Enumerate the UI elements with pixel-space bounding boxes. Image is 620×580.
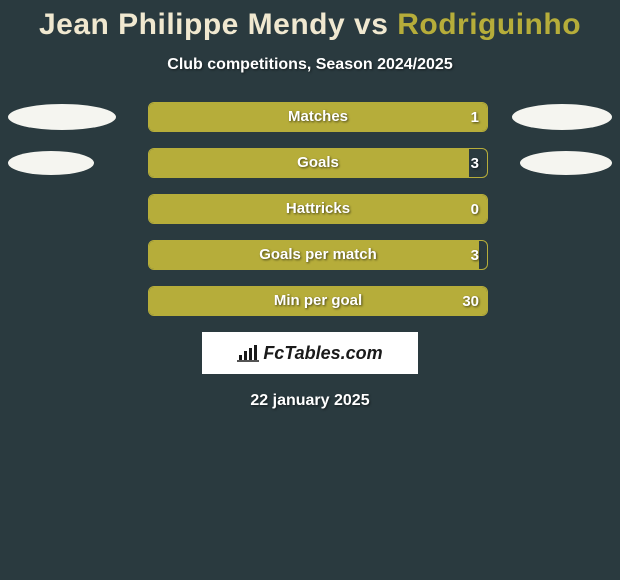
bar-track: 30 [148,286,488,316]
stat-row: 3Goals [8,148,612,178]
bar-track: 3 [148,148,488,178]
bar-track: 3 [148,240,488,270]
stat-row: 1Matches [8,102,612,132]
player2-name: Rodriguinho [397,8,581,41]
bar-track: 0 [148,194,488,224]
stat-row: 3Goals per match [8,240,612,270]
stat-row: 30Min per goal [8,286,612,316]
brand-box: FcTables.com [202,332,418,374]
player2-ellipse [512,104,612,130]
brand-text: FcTables.com [263,343,382,364]
player2-ellipse [520,151,612,175]
comparison-title: Jean Philippe Mendy vs Rodriguinho [0,0,620,42]
player1-name: Jean Philippe Mendy [39,8,345,41]
bar-fill [149,103,488,131]
vs-text: vs [345,8,397,41]
stats-chart: 1Matches 3Goals 0Hattricks 3Goals per match… [0,102,620,316]
bar-chart-icon [237,344,259,362]
player1-ellipse [8,151,94,175]
player1-ellipse [8,104,116,130]
date-text: 22 january 2025 [0,392,620,410]
stat-row: 0Hattricks [8,194,612,224]
bar-fill [149,241,479,269]
bar-track: 1 [148,102,488,132]
bar-fill [149,287,488,315]
bar-value: 3 [471,149,479,178]
bar-fill [149,149,469,177]
bar-fill [149,195,488,223]
subtitle: Club competitions, Season 2024/2025 [0,56,620,74]
